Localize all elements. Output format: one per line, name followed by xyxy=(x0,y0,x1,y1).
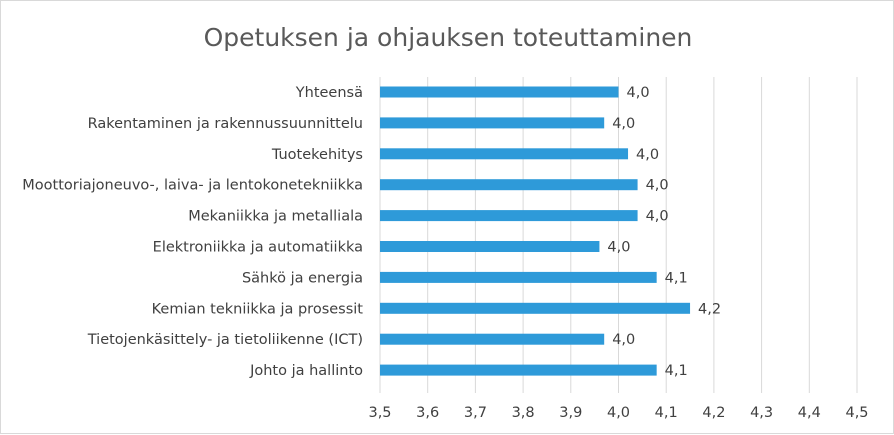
x-tick-label: 3,5 xyxy=(368,405,391,421)
x-tick-label: 4,3 xyxy=(750,405,773,421)
category-labels: Yhteensä Rakentaminen ja rakennussuunnitt… xyxy=(22,85,363,379)
x-tick-label: 4,1 xyxy=(655,405,678,421)
category-label: Johto ja hallinto xyxy=(249,363,363,379)
data-label: 4,0 xyxy=(646,178,669,194)
bar xyxy=(380,179,638,191)
data-label: 4,2 xyxy=(698,301,721,317)
category-label: Yhteensä xyxy=(295,85,363,101)
x-tick-label: 3,9 xyxy=(559,405,582,421)
data-label: 4,1 xyxy=(665,270,688,286)
bar xyxy=(380,241,600,252)
x-tick-label: 3,8 xyxy=(512,405,535,421)
x-tick-label: 3,7 xyxy=(464,405,487,421)
x-axis-ticks: 3,5 3,6 3,7 3,8 3,9 4,0 4,1 4,2 4,3 4,4 4,5 xyxy=(368,405,868,421)
x-tick-label: 4,0 xyxy=(607,405,630,421)
x-tick-label: 4,4 xyxy=(798,405,821,421)
category-label: Tuotekehitys xyxy=(271,147,363,163)
category-label: Tietojenkäsittely- ja tietoliikenne (ICT… xyxy=(87,332,363,348)
x-tick-label: 4,2 xyxy=(702,405,725,421)
bar xyxy=(380,148,629,160)
x-tick-label: 3,6 xyxy=(416,405,439,421)
chart-title: Opetuksen ja ohjauksen toteuttaminen xyxy=(204,23,693,52)
data-label: 4,0 xyxy=(627,85,650,101)
category-label: Elektroniikka ja automatiikka xyxy=(153,240,363,256)
category-label: Mekaniikka ja metalliala xyxy=(188,209,363,225)
category-label: Sähkö ja energia xyxy=(242,270,363,286)
data-labels: 4,04,04,04,04,04,04,14,24,04,1 xyxy=(607,85,721,379)
data-label: 4,0 xyxy=(612,332,635,348)
data-label: 4,0 xyxy=(612,116,635,132)
x-tick-label: 4,5 xyxy=(845,405,868,421)
category-label: Moottoriajoneuvo-, laiva- ja lentokonete… xyxy=(22,178,363,194)
bar xyxy=(380,210,638,222)
bar xyxy=(380,271,657,283)
data-label: 4,1 xyxy=(665,363,688,379)
bar xyxy=(380,364,657,376)
category-label: Kemian tekniikka ja prosessit xyxy=(152,301,364,317)
data-label: 4,0 xyxy=(636,147,659,163)
bar xyxy=(380,86,619,98)
gridlines xyxy=(379,77,858,393)
bar xyxy=(380,333,605,345)
data-label: 4,0 xyxy=(607,240,630,256)
bar xyxy=(380,117,605,129)
bars xyxy=(380,86,691,376)
bar xyxy=(380,302,691,314)
data-label: 4,0 xyxy=(646,209,669,225)
category-label: Rakentaminen ja rakennussuunnittelu xyxy=(88,116,363,132)
